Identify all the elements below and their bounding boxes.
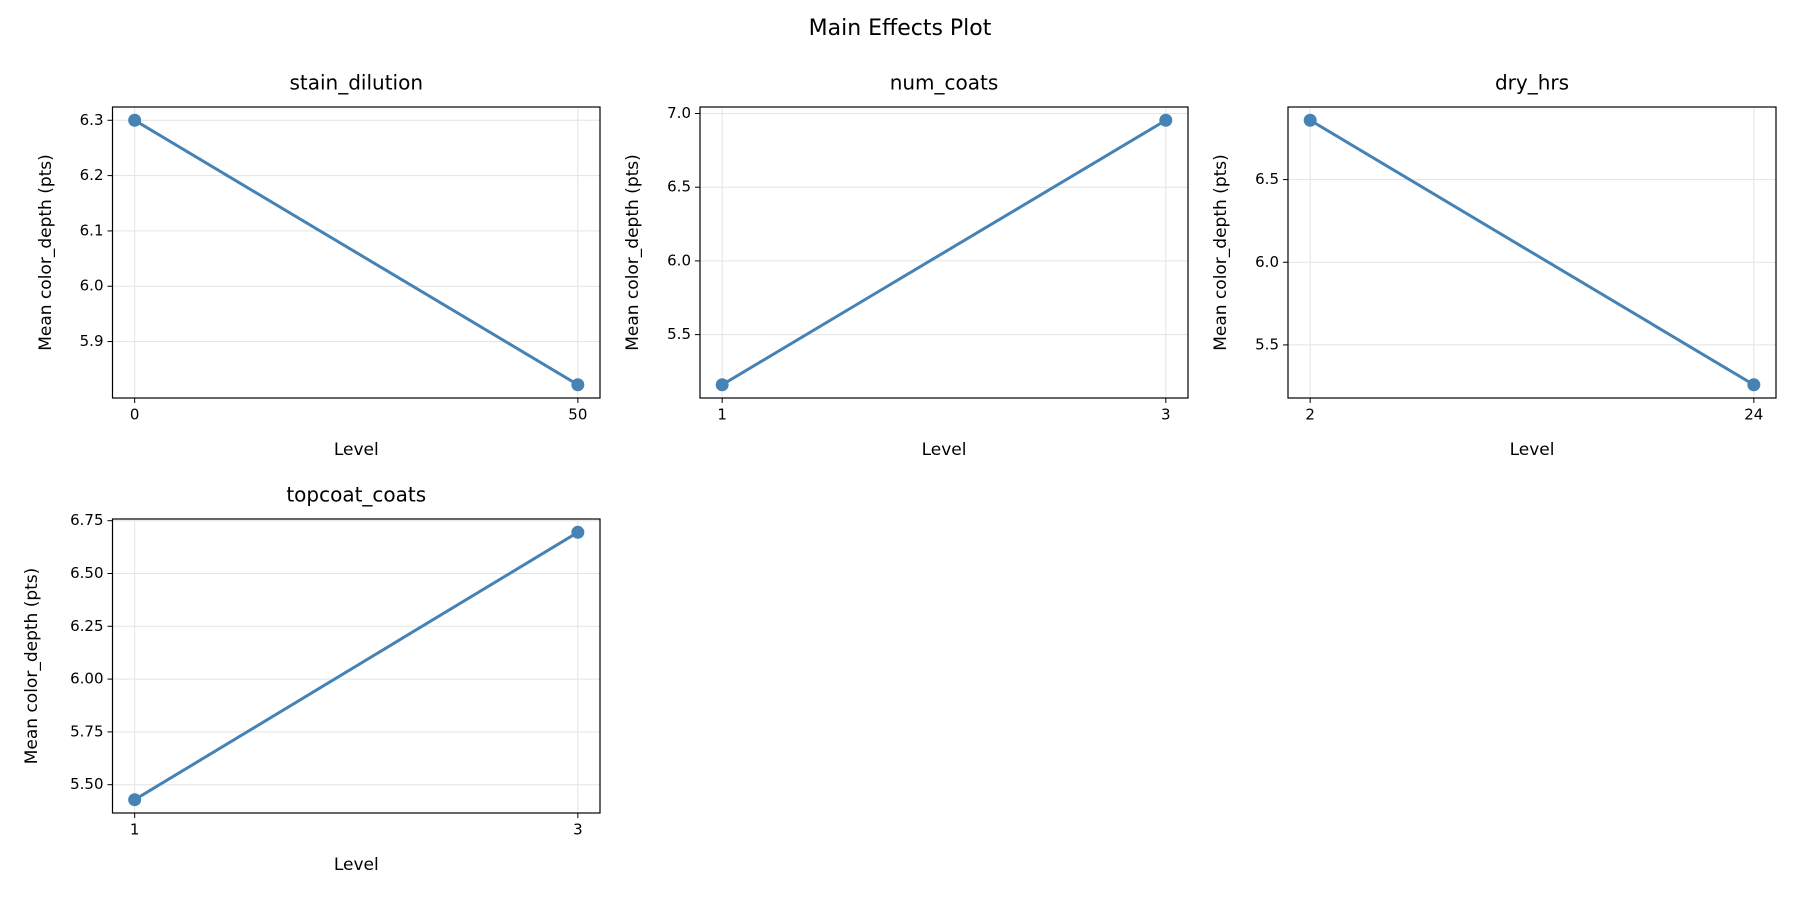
x-axis-label: Level [1510,440,1555,460]
data-point [1303,113,1317,127]
subplot-title: topcoat_coats [286,483,426,507]
y-tick-label: 5.9 [80,332,104,350]
x-axis-label: Level [922,440,967,460]
x-tick-label: 2 [1305,406,1315,424]
y-tick-label: 6.0 [667,251,691,269]
x-tick-label: 50 [568,406,587,424]
y-tick-label: 6.75 [70,511,103,529]
subplot: 5.5 6.0 6.5 7.0 1 3 num_coats Level Mean color_d… [623,71,1189,460]
data-line [1309,118,1755,387]
x-tick-label: 1 [130,821,140,839]
subplot: 5.50 5.75 6.00 6.25 6.50 6.75 1 3 topcoat_coats L… [22,483,601,875]
y-axis-label: Mean color_depth (pts) [36,154,56,351]
axes-frame [111,518,601,814]
data-line [133,118,579,387]
y-tick-label: 6.2 [80,166,104,184]
axes-frame [699,106,1189,399]
x-tick-label: 24 [1744,406,1763,424]
y-tick-label: 6.00 [70,670,103,688]
x-tick-label: 0 [130,406,140,424]
y-tick-label: 6.25 [70,617,103,635]
y-tick-label: 7.0 [667,104,691,122]
y-axis-label: Mean color_depth (pts) [623,154,643,351]
y-tick-label: 6.50 [70,564,103,582]
y-tick-label: 5.75 [70,722,103,740]
data-point [571,378,585,392]
y-axis-label: Mean color_depth (pts) [22,568,42,765]
data-point [128,113,142,127]
x-axis-label: Level [334,855,379,875]
y-tick-label: 6.0 [1255,253,1279,271]
subplot-title: stain_dilution [289,71,423,95]
y-tick-label: 6.3 [80,111,104,129]
data-point [128,793,142,807]
y-tick-label: 5.5 [667,325,691,343]
data-point [715,378,729,392]
y-tick-label: 6.1 [80,221,104,239]
y-tick-label: 5.50 [70,775,103,793]
y-tick-label: 6.0 [80,277,104,295]
x-tick-label: 1 [717,406,727,424]
x-tick-label: 3 [1161,406,1171,424]
figure-title: Main Effects Plot [809,16,992,41]
y-tick-label: 5.5 [1255,335,1279,353]
x-tick-label: 3 [573,821,583,839]
subplot: 5.5 6.0 6.5 2 24 dry_hrs Level Mean color_depth… [1211,71,1777,460]
axes-frame [1287,106,1777,399]
y-tick-label: 6.5 [1255,170,1279,188]
data-line [721,118,1167,387]
data-point [1159,113,1173,127]
x-axis-label: Level [334,440,379,460]
data-point [1747,378,1761,392]
subplot: 5.9 6.0 6.1 6.2 6.3 0 50 stain_dilution Level Mea… [36,71,601,460]
data-point [571,525,585,539]
subplot-title: dry_hrs [1495,71,1569,95]
subplot-title: num_coats [890,71,999,95]
axes-frame [111,106,601,399]
y-axis-label: Mean color_depth (pts) [1211,154,1231,351]
y-tick-label: 6.5 [667,178,691,196]
data-line [133,531,579,801]
